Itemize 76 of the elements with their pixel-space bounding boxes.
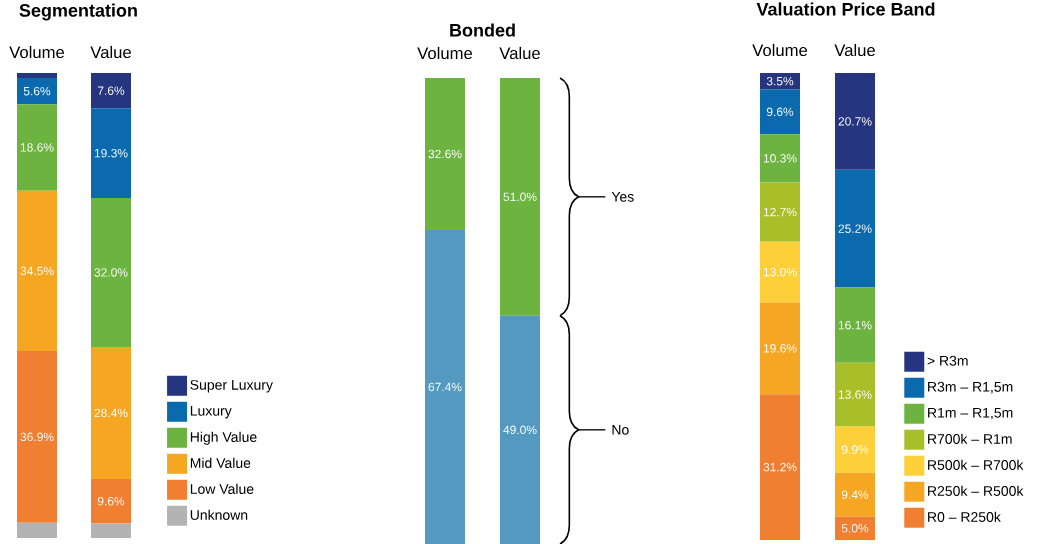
x-tick-label: Volume [752,43,808,57]
chart-title: Bonded [450,23,515,37]
data-label: 9.6% [766,107,794,117]
legend-label: R700k – R1m [928,433,1012,444]
bar [760,134,801,183]
legend-label: Unknown [190,509,248,520]
text: No [612,424,629,435]
data-label: 9.9% [841,445,869,454]
data-label: 32.0% [94,268,128,277]
data-label: 5.6% [23,86,51,96]
chart-title: Valuation Price Band [756,2,935,16]
bar [17,190,57,352]
data-label: 36.9% [20,432,54,442]
legend-label: > R3m [927,355,968,366]
bar [760,89,801,135]
x-tick-label: Volume [9,45,65,59]
legend-label: R3m – R1,5m [928,381,1013,394]
chart-title: Segmentation [19,3,137,21]
data-label: 49.0% [503,425,537,435]
bar [91,346,131,479]
legend-label: Mid Value [190,457,251,468]
bar [17,522,57,538]
bar [17,73,57,79]
bar [17,351,57,523]
data-label: 12.7% [763,207,797,217]
x-tick-label: Value [834,43,875,57]
bar [91,523,131,538]
bar [835,472,876,517]
legend-label: R250k – R500k [928,485,1024,496]
data-label: 20.7% [838,117,872,126]
legend-label: R0 – R250k [928,511,1001,522]
bar [760,182,801,242]
bar [835,362,876,427]
legend-label: R1m – R1,5m [928,407,1013,420]
legend-label: R500k – R700k [928,459,1024,470]
bar [760,241,801,303]
data-label: 13.6% [838,390,872,399]
text: Yes [611,191,634,202]
bar [17,104,57,191]
bar [760,302,801,395]
bar [835,287,876,363]
data-label: 3.5% [766,76,794,86]
bar [835,426,876,473]
legend-label: Luxury [190,405,232,419]
data-label: 51.0% [503,192,537,202]
bar [835,73,876,170]
bar [91,198,131,347]
bar [835,169,876,288]
data-label: 5.0% [841,524,869,533]
data-label: 19.6% [763,344,797,353]
x-tick-label: Volume [417,46,473,60]
data-label: 18.6% [20,143,54,152]
data-label: 32.6% [428,149,462,159]
data-label: 9.6% [97,497,125,506]
data-label: 19.3% [94,148,128,158]
data-label: 9.4% [841,490,869,499]
legend-label: Low Value [190,483,254,494]
bar [91,108,131,199]
bar [91,73,131,109]
data-label: 10.3% [763,154,797,163]
data-label: 16.1% [838,320,872,330]
x-tick-label: Value [499,46,540,60]
bar [17,78,57,105]
bar [91,478,131,524]
data-label: 28.4% [94,408,128,418]
x-tick-label: Value [90,45,131,59]
bar [835,516,876,540]
data-label: 31.2% [763,462,797,472]
data-label: 25.2% [838,224,872,233]
bar [760,394,801,540]
data-label: 13.0% [763,267,797,277]
legend-label: High Value [190,431,257,445]
data-label: 34.5% [20,266,54,276]
data-label: 67.4% [428,382,462,392]
legend-label: Super Luxury [190,379,273,393]
data-label: 7.6% [97,86,125,95]
